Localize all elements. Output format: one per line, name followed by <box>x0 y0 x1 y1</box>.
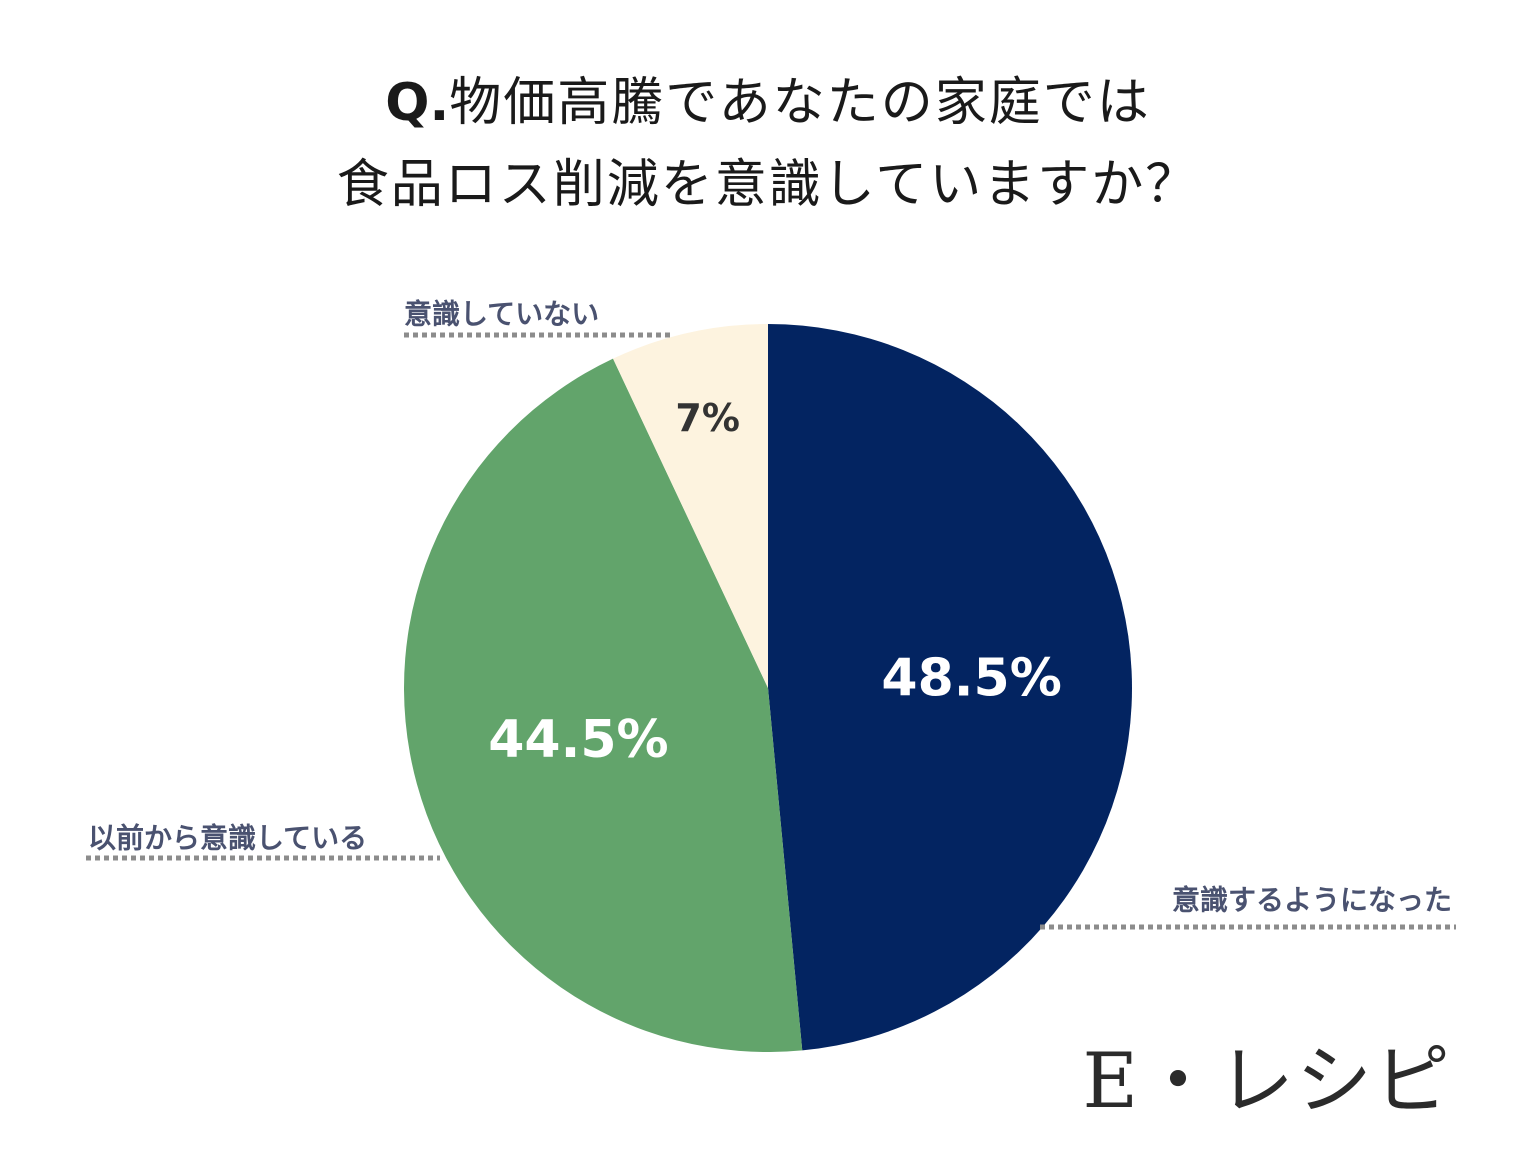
slice-value-label-1: 48.5% <box>881 648 1061 708</box>
slice-value-label-2: 44.5% <box>488 710 668 770</box>
title-line-2: 食品ロス削減を意識していますか？ <box>336 155 1200 215</box>
callout-label-2: 以前から意識している <box>88 822 367 855</box>
title-prefix: Q. <box>385 73 450 133</box>
brand-logo: E・レシピ <box>1082 1036 1452 1125</box>
callout-label-3: 意識していない <box>404 298 599 331</box>
pie-slice-2 <box>404 358 803 1052</box>
pie-slice-1 <box>768 324 1132 1051</box>
chart-title: Q.物価高騰であなたの家庭では 食品ロス削減を意識していますか？ <box>0 62 1536 226</box>
slice-value-label-3: 7% <box>675 396 740 440</box>
title-line-1: Q.物価高騰であなたの家庭では <box>0 62 1536 144</box>
pie-slice-3 <box>613 324 768 688</box>
title-line-1-text: 物価高騰であなたの家庭では <box>449 73 1151 133</box>
callout-label-1: 意識するようになった <box>1172 884 1452 917</box>
